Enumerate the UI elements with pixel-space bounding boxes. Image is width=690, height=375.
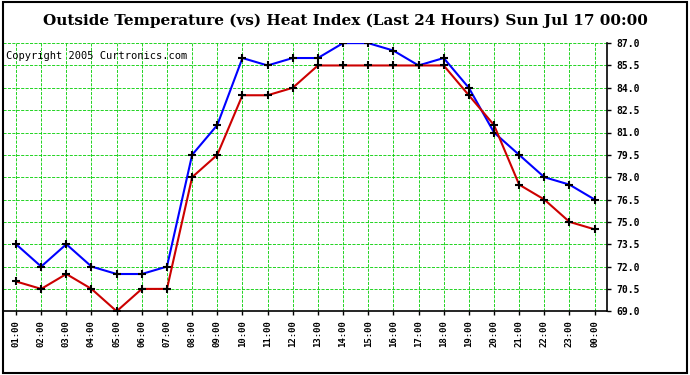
Text: Outside Temperature (vs) Heat Index (Last 24 Hours) Sun Jul 17 00:00: Outside Temperature (vs) Heat Index (Las… (43, 13, 647, 27)
Text: Copyright 2005 Curtronics.com: Copyright 2005 Curtronics.com (6, 51, 188, 61)
